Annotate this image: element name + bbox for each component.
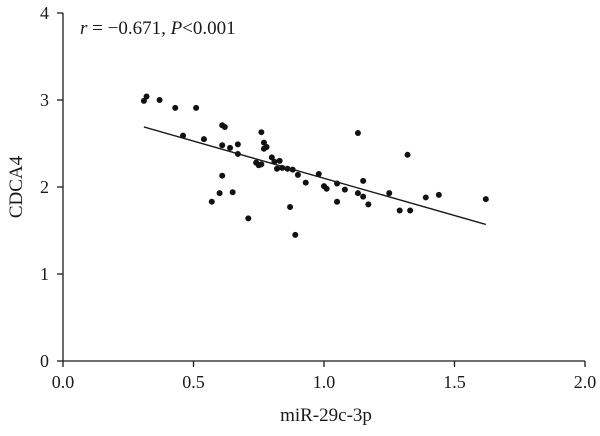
data-point (422, 194, 429, 201)
data-point (258, 161, 265, 168)
data-point (287, 204, 294, 211)
data-point (268, 154, 275, 161)
data-point (260, 139, 267, 146)
regression-line (143, 126, 487, 226)
x-tick-label: 2.0 (574, 372, 597, 392)
data-point (292, 231, 299, 238)
data-point (143, 93, 150, 100)
ticks: 0.0 0.5 1.0 1.5 2.0 0 1 2 3 4 (40, 3, 596, 392)
data-point (360, 193, 367, 200)
r-value: = −0.671, (87, 18, 170, 39)
x-tick-label: 1.5 (443, 372, 466, 392)
y-tick-label: 4 (40, 3, 49, 23)
r-symbol: r (80, 18, 88, 39)
data-point (227, 144, 234, 151)
data-point (386, 190, 393, 197)
data-point (263, 143, 270, 150)
x-tick-label: 0.5 (182, 372, 205, 392)
data-point (323, 185, 330, 192)
data-point (216, 190, 223, 197)
data-point (229, 189, 236, 196)
data-point (365, 201, 372, 208)
x-axis-title: miR-29c-3p (280, 405, 372, 426)
data-point (276, 157, 283, 164)
x-tick-label: 0.0 (52, 372, 75, 392)
y-tick-label: 3 (40, 90, 49, 110)
data-point (360, 177, 367, 184)
data-point (482, 196, 489, 203)
correlation-annotation: r = −0.671, P<0.001 (80, 18, 236, 39)
data-point (404, 151, 411, 158)
data-point (407, 207, 414, 214)
data-point (274, 165, 281, 172)
data-point (435, 191, 442, 198)
data-point (219, 142, 226, 149)
data-point (172, 104, 179, 111)
data-point (156, 97, 163, 103)
p-symbol: P (170, 18, 183, 39)
data-point (334, 198, 341, 205)
data-point (294, 171, 301, 178)
data-point (140, 97, 147, 104)
data-point (245, 215, 252, 222)
data-point (354, 190, 361, 197)
data-point (221, 123, 228, 130)
data-point (315, 170, 322, 177)
data-point (200, 136, 207, 143)
data-point (354, 130, 361, 137)
data-point (219, 172, 226, 179)
data-points (140, 93, 489, 238)
y-tick-label: 1 (40, 264, 49, 284)
data-point (341, 186, 348, 193)
p-value: <0.001 (182, 18, 235, 39)
data-point (208, 198, 215, 205)
data-point (302, 179, 309, 186)
y-tick-label: 0 (40, 351, 49, 371)
y-tick-label: 2 (40, 177, 49, 197)
regression (143, 126, 487, 226)
y-axis-title: CDCA4 (6, 155, 27, 218)
data-point (258, 129, 265, 136)
x-tick-label: 1.0 (313, 372, 336, 392)
data-point (193, 104, 200, 111)
data-point (234, 141, 241, 148)
data-point (396, 207, 403, 214)
